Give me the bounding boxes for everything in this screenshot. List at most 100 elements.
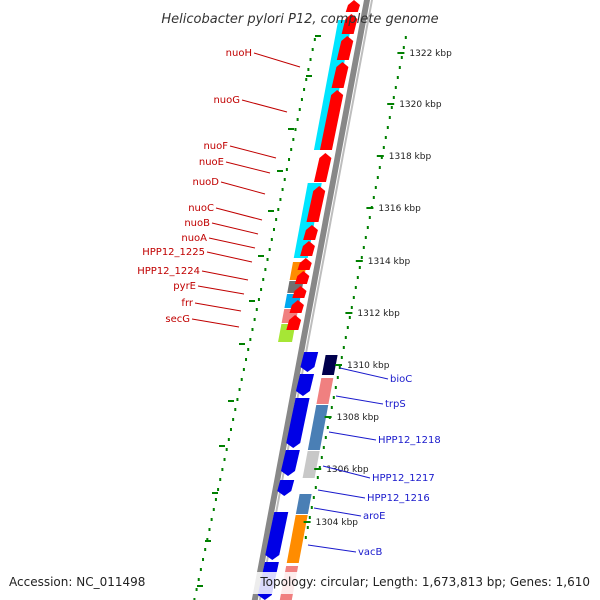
inner-dot — [376, 176, 379, 179]
gene-arrow-reverse — [277, 480, 295, 496]
backbone-arc — [251, 0, 373, 600]
inner-dot — [364, 236, 367, 239]
outer-dash — [197, 585, 203, 587]
tick-label: 1318 kbp — [389, 152, 432, 162]
gene-arrow-forward — [313, 153, 332, 182]
gene-arrow-forward — [319, 90, 344, 150]
gene-arrow-reverse — [286, 398, 310, 448]
tick-mark — [345, 312, 353, 314]
gene-arrow-forward — [331, 62, 349, 88]
outer-dotted-track — [193, 35, 321, 600]
feature-block — [286, 515, 308, 563]
gene-arrow-forward — [336, 36, 354, 60]
inner-dot — [390, 106, 393, 109]
outer-dot — [225, 448, 228, 451]
gene-arrow-forward — [292, 286, 307, 298]
outer-dash — [239, 343, 245, 345]
gene-label: HPP12_1218 — [378, 435, 441, 446]
gene-leader — [215, 207, 263, 221]
inner-dot — [324, 436, 327, 439]
outer-dash — [306, 75, 312, 77]
outer-dash — [212, 492, 218, 494]
tick-label: 1312 kbp — [357, 309, 400, 319]
outer-dot — [283, 178, 286, 181]
inner-dot — [388, 116, 391, 119]
outer-dot — [285, 168, 288, 171]
outer-dot — [290, 148, 293, 151]
outer-dot — [255, 308, 258, 311]
outer-dot — [275, 218, 278, 221]
footer-backdrop — [240, 572, 600, 594]
outer-dot — [313, 38, 316, 41]
inner-dot — [348, 316, 351, 319]
inner-dot — [360, 256, 363, 259]
tick-label: 1310 kbp — [347, 361, 390, 371]
outer-dot — [234, 408, 237, 411]
tick-mark — [324, 416, 332, 418]
tick-mark — [387, 103, 395, 105]
inner-dot — [326, 426, 329, 429]
outer-dot — [294, 128, 297, 131]
gene-label: nuoF — [203, 141, 228, 152]
inner-dot — [314, 486, 317, 489]
gene-label: HPP12_1216 — [367, 493, 430, 504]
inner-dot — [368, 216, 371, 219]
accession-text: Accession: NC_011498 — [9, 575, 145, 589]
outer-dot — [303, 88, 306, 91]
gene-leader — [201, 270, 249, 281]
inner-dot — [354, 286, 357, 289]
outer-dot — [307, 68, 310, 71]
outer-dash — [258, 255, 264, 257]
outer-dot — [266, 258, 269, 261]
gene-leader — [253, 52, 301, 68]
gene-arrow-reverse — [300, 352, 319, 372]
inner-dot — [338, 366, 341, 369]
backbone-line — [251, 0, 370, 600]
gene-leader — [208, 237, 256, 249]
outer-dash — [205, 540, 211, 542]
gene-features — [257, 0, 360, 600]
gene-leader — [220, 181, 266, 195]
inner-dot — [396, 76, 399, 79]
outer-dot — [223, 458, 226, 461]
inner-dot — [374, 186, 377, 189]
gene-leader — [317, 489, 366, 499]
outer-dash — [219, 445, 225, 447]
gene-label: HPP12_1217 — [372, 473, 435, 484]
tick-mark — [314, 468, 322, 470]
outer-dot — [208, 528, 211, 531]
outer-dot — [262, 278, 265, 281]
inner-dot — [352, 296, 355, 299]
gene-leader — [307, 544, 357, 553]
outer-dot — [210, 518, 213, 521]
inner-dot — [356, 276, 359, 279]
outer-dot — [219, 478, 222, 481]
gene-arrow-reverse — [295, 374, 315, 396]
feature-block — [295, 494, 312, 514]
outer-dot — [264, 268, 267, 271]
outer-dot — [309, 58, 312, 61]
outer-dot — [296, 118, 299, 121]
inner-dot — [334, 386, 337, 389]
gene-arrow-forward — [294, 271, 310, 284]
inner-dot — [400, 56, 403, 59]
gene-arrow-forward — [341, 14, 358, 34]
inner-dot — [382, 146, 385, 149]
outer-dot — [311, 48, 314, 51]
inner-dot — [306, 526, 309, 529]
inner-dot — [398, 66, 401, 69]
gene-arrow-reverse — [280, 450, 300, 476]
tick-mark — [335, 364, 342, 366]
outer-dot — [247, 348, 250, 351]
gene-arrow-forward — [345, 0, 360, 12]
feature-block — [302, 451, 320, 478]
gene-label: nuoC — [188, 203, 214, 214]
tick-mark — [355, 260, 363, 262]
gene-label: HPP12_1225 — [142, 247, 205, 258]
gene-leader — [313, 507, 362, 517]
outer-dot — [300, 98, 303, 101]
tick-mark — [397, 52, 405, 54]
outer-dash — [277, 170, 283, 172]
outer-dot — [281, 188, 284, 191]
